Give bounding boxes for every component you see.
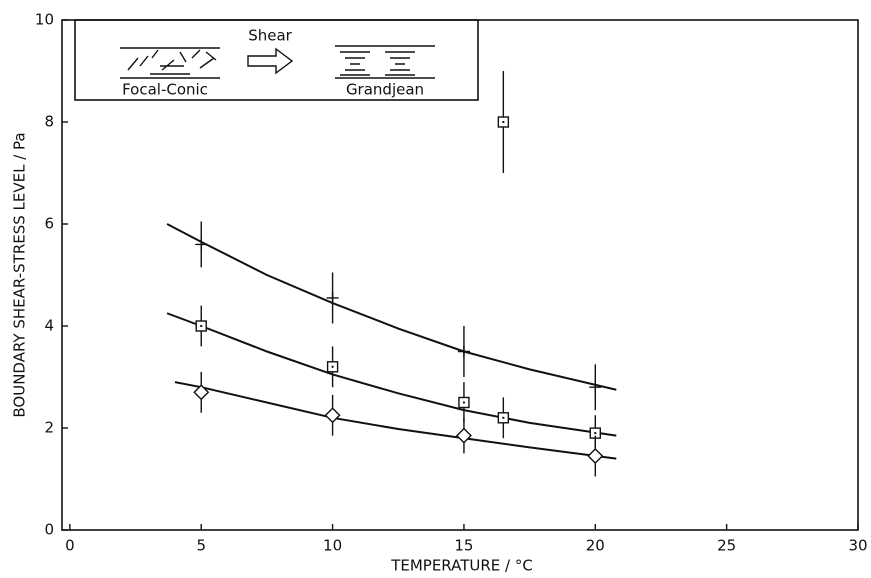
x-tick-label: 5 — [196, 537, 206, 555]
y-axis-label: BOUNDARY SHEAR-STRESS LEVEL / Pa — [11, 132, 29, 417]
y-tick-label: 4 — [44, 317, 54, 335]
marker — [193, 384, 210, 401]
y-tick-label: 8 — [44, 113, 54, 131]
marker-dot — [502, 416, 505, 419]
fit-curve — [174, 381, 617, 460]
annotation: Focal-Conic — [122, 81, 208, 99]
marker — [589, 381, 602, 394]
y-tick-label: 6 — [44, 215, 54, 233]
marker — [326, 291, 339, 304]
marker — [455, 427, 472, 444]
inset: Shear Focal-Conic Grandjean — [74, 19, 479, 101]
marker — [195, 238, 208, 251]
x-tick-label: 15 — [454, 537, 473, 555]
x-tick-label: 25 — [717, 537, 736, 555]
x-tick-label: 20 — [586, 537, 605, 555]
marker — [587, 448, 604, 465]
fit-curve — [166, 312, 617, 437]
annotation: Shear — [248, 27, 292, 45]
y-tick-label: 0 — [44, 521, 54, 539]
x-axis-label: TEMPERATURE / °C — [390, 557, 533, 575]
y-tick-label: 10 — [35, 11, 54, 29]
x-tick-label: 10 — [323, 537, 342, 555]
shear-arrow — [247, 47, 294, 75]
x-tick-label: 0 — [65, 537, 75, 555]
marker-dot — [594, 432, 597, 435]
y-tick-label: 2 — [44, 419, 54, 437]
annotation: Grandjean — [346, 81, 424, 99]
marker-dot — [502, 121, 505, 123]
inset-box — [74, 19, 479, 101]
marker-dot — [462, 401, 465, 404]
x-tick-label: 30 — [848, 537, 867, 555]
marker — [457, 345, 470, 358]
marker — [324, 407, 341, 424]
marker-dot — [200, 325, 203, 327]
fit-curve — [166, 223, 617, 391]
grandjean-icon — [335, 45, 435, 79]
focal-conic-icon — [120, 47, 220, 79]
marker-dot — [331, 365, 334, 368]
